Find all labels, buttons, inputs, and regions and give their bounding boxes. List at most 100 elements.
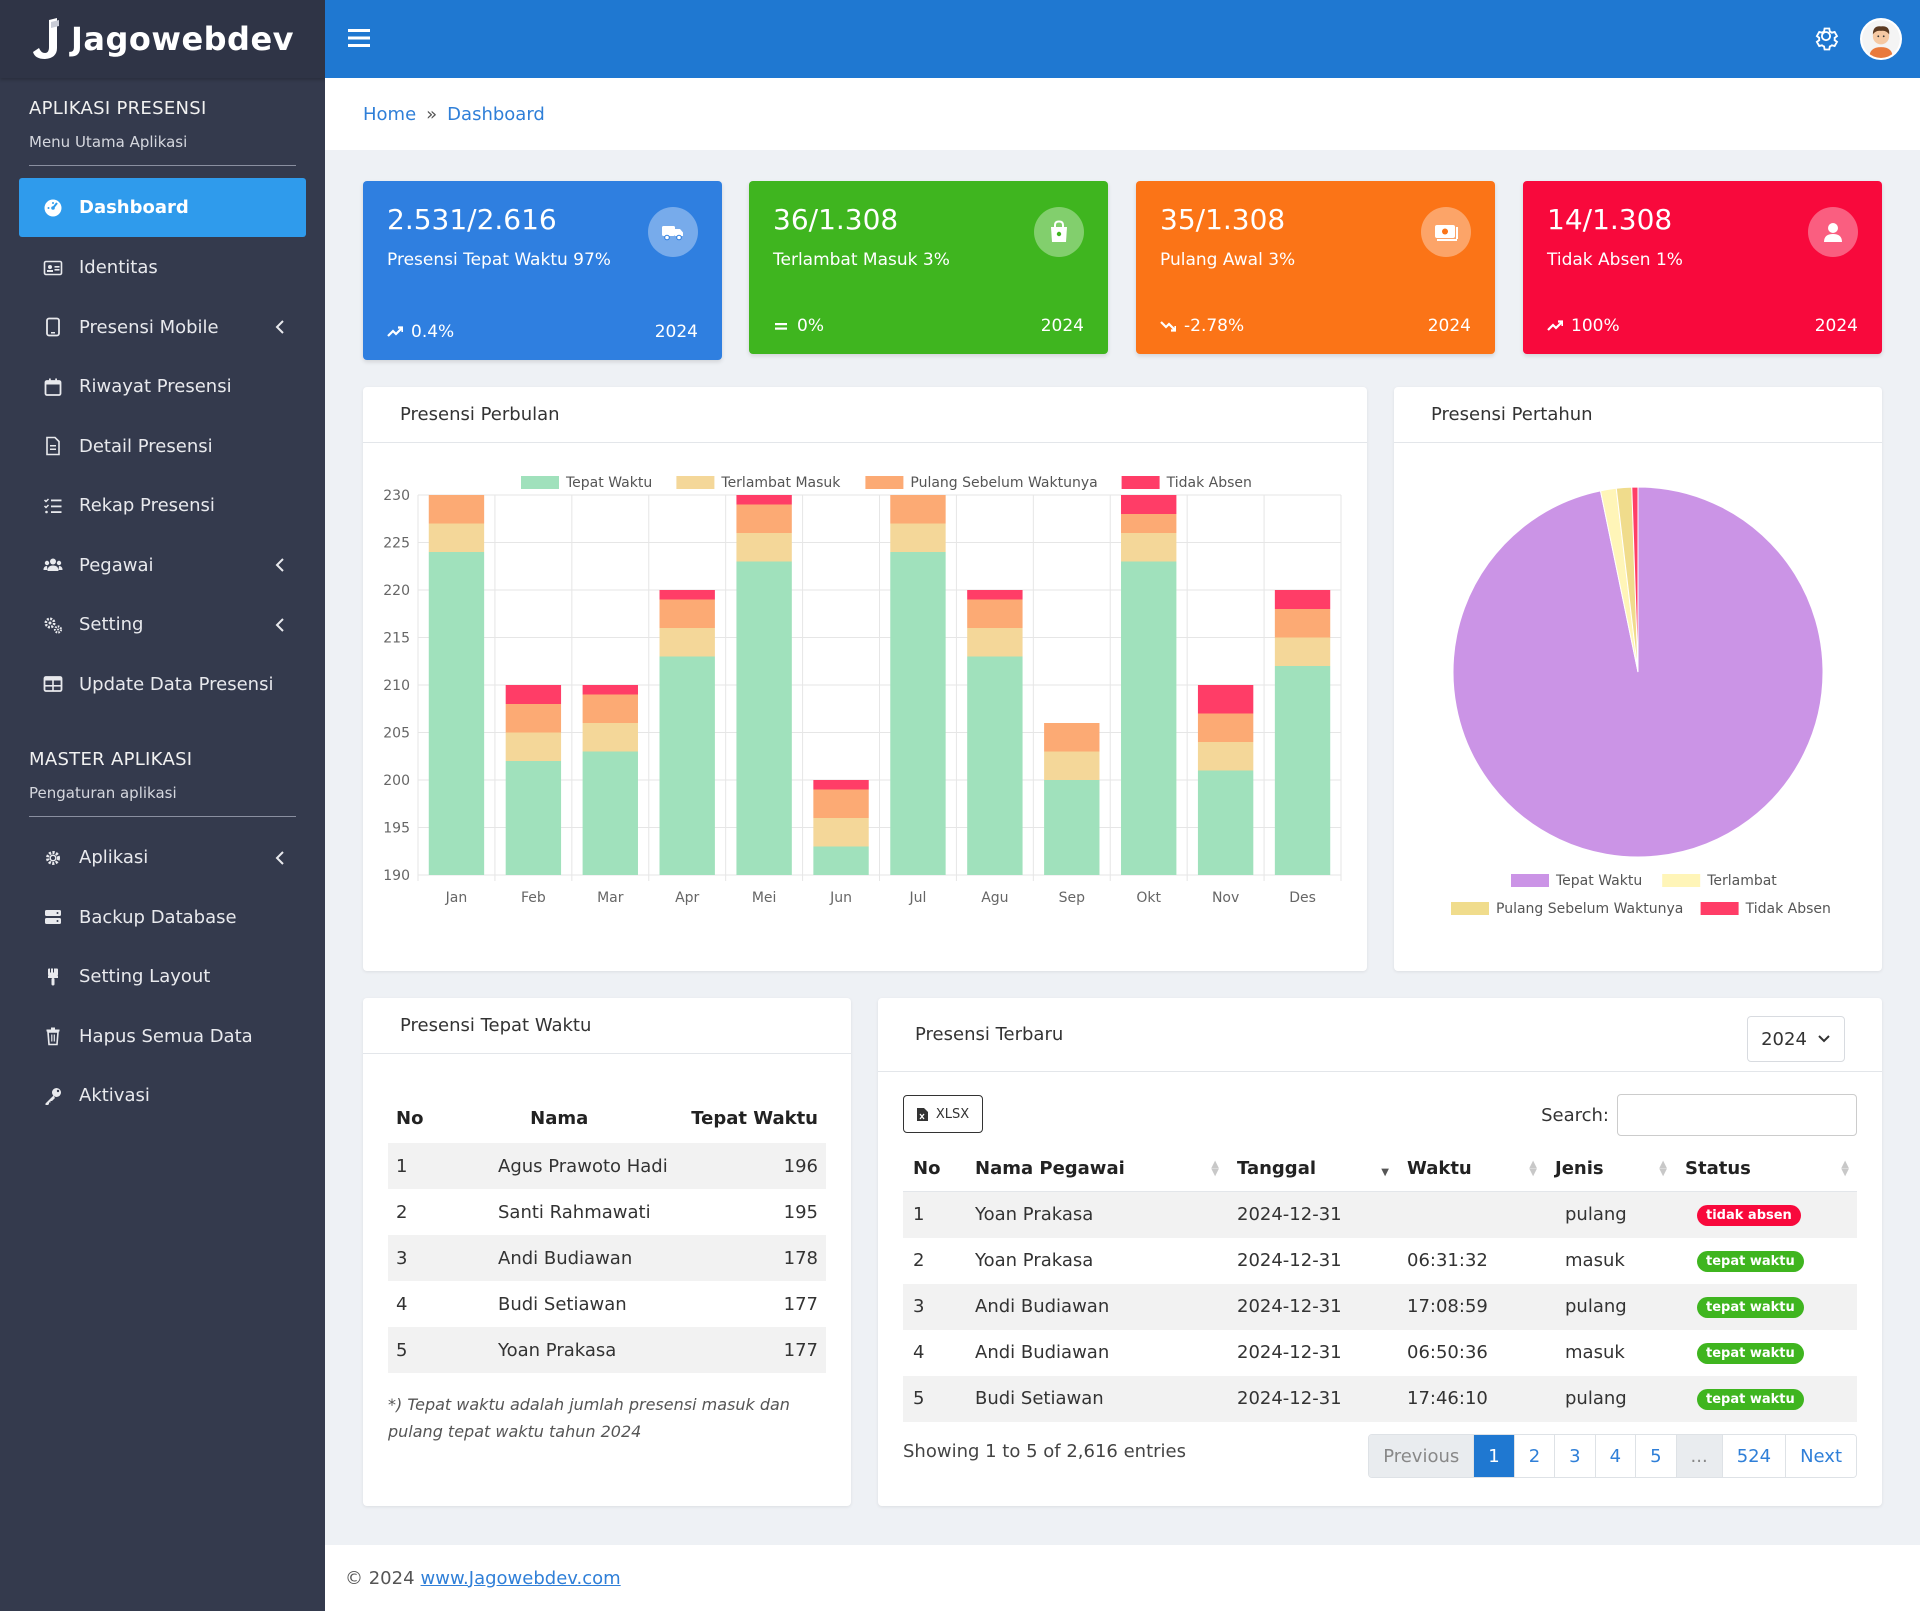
- panel-title: Presensi Terbaru: [878, 998, 1882, 1072]
- file-icon: [39, 434, 67, 458]
- legend-swatch: [865, 476, 904, 489]
- pagination-page[interactable]: 5: [1636, 1435, 1677, 1477]
- hamburger-menu-icon[interactable]: [347, 26, 373, 50]
- pagination-page[interactable]: 3: [1555, 1435, 1596, 1477]
- col-header-jenis[interactable]: Jenis ▲ ▼: [1545, 1146, 1675, 1192]
- sidebar-item-setting[interactable]: Setting: [19, 596, 306, 654]
- col-header-waktu[interactable]: Waktu ▲ ▼: [1397, 1146, 1545, 1192]
- cell-jenis: masuk: [1565, 1342, 1625, 1363]
- cell-jumlah: 177: [783, 1293, 818, 1315]
- user-avatar[interactable]: [1860, 18, 1902, 60]
- stat-label: Pulang Awal 3%: [1160, 250, 1296, 270]
- table-row: 1 Yoan Prakasa 2024-12-31 pulang tidak absen: [903, 1191, 1857, 1238]
- y-tick-label: 190: [383, 868, 410, 884]
- bar-segment: [967, 599, 1023, 628]
- status-badge: tepat waktu: [1697, 1297, 1804, 1318]
- y-tick-label: 215: [383, 631, 410, 647]
- sidebar-item-presensi-mobile[interactable]: Presensi Mobile: [19, 298, 306, 356]
- bar-segment: [967, 656, 1023, 875]
- col-header-tanggal[interactable]: Tanggal ▼: [1227, 1146, 1397, 1192]
- divider: [29, 815, 296, 817]
- col-header-label: Status: [1685, 1158, 1751, 1179]
- x-tick-label: Jun: [829, 890, 852, 906]
- main-menu: Dashboard Identitas Presensi Mobile Riwayat…: [0, 178, 325, 713]
- table-info: Showing 1 to 5 of 2,616 entries: [903, 1441, 1186, 1462]
- cell-nama: Andi Budiawan: [975, 1296, 1110, 1317]
- table-row: 3 Andi Budiawan 178: [388, 1235, 826, 1281]
- sidebar-item-setting-layout[interactable]: Setting Layout: [19, 948, 306, 1006]
- col-header-status[interactable]: Status ▲ ▼: [1675, 1146, 1857, 1192]
- pagination-next[interactable]: Next: [1786, 1435, 1856, 1477]
- search-input[interactable]: [1617, 1094, 1857, 1136]
- legend-label: Tidak Absen: [1166, 475, 1252, 491]
- stat-year: 2024: [1427, 316, 1471, 336]
- sidebar-item-rekap-presensi[interactable]: Rekap Presensi: [19, 477, 306, 535]
- section-subtitle: Pengaturan aplikasi: [29, 783, 177, 802]
- sidebar-item-aktivasi[interactable]: Aktivasi: [19, 1067, 306, 1125]
- legend-swatch: [1121, 476, 1160, 489]
- cell-nama: Andi Budiawan: [498, 1247, 633, 1269]
- col-header-label: Jenis: [1555, 1158, 1604, 1179]
- sidebar-item-pegawai[interactable]: Pegawai: [19, 536, 306, 594]
- chevron-left-icon: [275, 850, 284, 865]
- sidebar-item-hapus-semua-data[interactable]: Hapus Semua Data: [19, 1007, 306, 1065]
- cell-nama: Santi Rahmawati: [498, 1201, 651, 1223]
- legend-label: Pulang Sebelum Waktunya: [1496, 901, 1683, 917]
- calendar-icon: [39, 375, 67, 399]
- legend-swatch: [521, 476, 559, 489]
- dashboard-icon: [39, 196, 67, 220]
- legend-swatch: [1511, 874, 1549, 887]
- table-icon: [39, 672, 67, 696]
- sidebar-item-aplikasi[interactable]: Aplikasi: [19, 829, 306, 887]
- cell-jumlah: 196: [783, 1155, 818, 1177]
- stat-year: 2024: [1814, 316, 1858, 336]
- bar-segment: [1044, 780, 1100, 875]
- sidebar-item-dashboard[interactable]: Dashboard: [19, 178, 306, 237]
- settings-gear-icon[interactable]: [1812, 25, 1840, 53]
- sidebar-item-riwayat-presensi[interactable]: Riwayat Presensi: [19, 358, 306, 416]
- mobile-icon: [39, 315, 67, 339]
- col-header-label: Waktu: [1407, 1158, 1472, 1179]
- pagination-page[interactable]: 1: [1474, 1435, 1515, 1477]
- bar-segment: [967, 628, 1023, 657]
- stat-value: 35/1.308: [1160, 203, 1286, 236]
- sidebar-item-detail-presensi[interactable]: Detail Presensi: [19, 417, 306, 475]
- breadcrumb-current[interactable]: Dashboard: [447, 103, 545, 125]
- export-label: XLSX: [935, 1106, 970, 1122]
- sidebar-item-update-data-presensi[interactable]: Update Data Presensi: [19, 655, 306, 713]
- year-select[interactable]: 2024: [1747, 1016, 1845, 1062]
- x-tick-label: Feb: [521, 890, 546, 906]
- bar-segment: [505, 761, 562, 875]
- footer-copyright: © 2024: [345, 1567, 415, 1589]
- pagination-page[interactable]: 524: [1722, 1435, 1787, 1477]
- stat-trend: 0%: [797, 316, 824, 336]
- cell-tanggal: 2024-12-31: [1237, 1296, 1342, 1317]
- pagination-page[interactable]: 2: [1514, 1435, 1556, 1477]
- pagination-previous[interactable]: Previous: [1369, 1435, 1475, 1477]
- trend-up-icon: [1547, 320, 1563, 331]
- sidebar-item-identitas[interactable]: Identitas: [19, 239, 306, 297]
- cell-jenis: pulang: [1565, 1204, 1627, 1226]
- sidebar-item-label: Detail Presensi: [79, 435, 213, 457]
- col-header-no[interactable]: No: [903, 1146, 965, 1192]
- brand[interactable]: Jagowebdev: [0, 0, 325, 78]
- export-xlsx-button[interactable]: XLSX: [903, 1095, 983, 1133]
- bar-segment: [1274, 590, 1331, 609]
- year-select-value: 2024: [1761, 1028, 1807, 1050]
- table-row: 5 Budi Setiawan 2024-12-31 17:46:10 pulang te…: [903, 1375, 1857, 1422]
- sidebar: Jagowebdev APLIKASI PRESENSI Menu Utama …: [0, 0, 325, 1611]
- bar-segment: [1197, 685, 1254, 714]
- sidebar-item-backup-database[interactable]: Backup Database: [19, 888, 306, 946]
- status-badge: tepat waktu: [1697, 1343, 1804, 1364]
- col-header-nama[interactable]: Nama Pegawai ▲ ▼: [965, 1146, 1227, 1192]
- bar-segment: [1044, 723, 1100, 752]
- divider: [29, 165, 296, 166]
- x-tick-label: Agu: [981, 890, 1008, 906]
- stat-card: 2.531/2.616 Presensi Tepat Waktu 97% 0.4% 2…: [363, 181, 722, 360]
- pagination-page[interactable]: 4: [1595, 1435, 1637, 1477]
- bar-segment: [890, 523, 946, 552]
- search-box: Search:: [1541, 1094, 1857, 1136]
- breadcrumb-home[interactable]: Home: [363, 103, 417, 125]
- section-title: APLIKASI PRESENSI: [29, 98, 207, 119]
- footer-link[interactable]: www.Jagowebdev.com: [420, 1567, 621, 1589]
